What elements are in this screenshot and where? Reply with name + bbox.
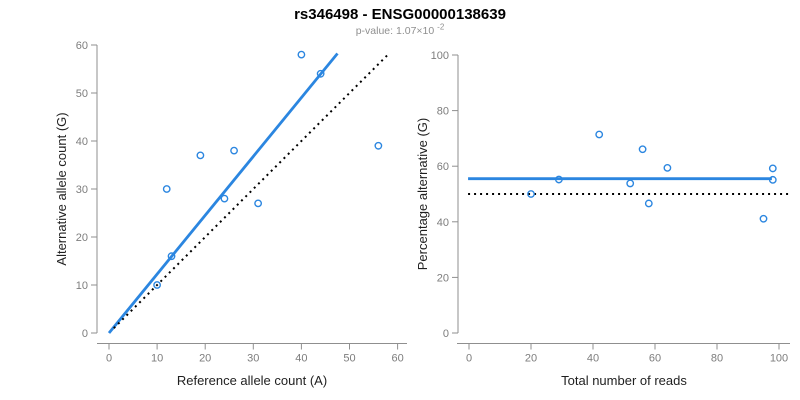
- p-value-subtitle: p-value: 1.07×10 -2: [356, 23, 445, 38]
- data-point: [297, 50, 306, 59]
- data-point: [220, 194, 229, 203]
- left-x-axis-title: Reference allele count (A): [177, 373, 327, 388]
- data-point: [644, 199, 653, 208]
- y-tick-label: 80: [437, 106, 449, 118]
- data-point: [162, 185, 171, 193]
- left-y-axis-title: Alternative allele count (G): [54, 112, 69, 265]
- y-tick-label: 100: [431, 50, 449, 62]
- data-point: [555, 175, 563, 184]
- data-point: [196, 151, 205, 160]
- p-value-text: p-value: 1.07×10: [356, 25, 435, 37]
- data-point: [153, 281, 162, 289]
- data-point: [316, 69, 325, 78]
- x-tick-label: 20: [525, 353, 537, 365]
- x-tick-label: 10: [151, 353, 163, 365]
- y-tick-label: 30: [76, 184, 88, 196]
- right-x-axis-title: Total number of reads: [561, 373, 687, 388]
- x-tick-label: 0: [106, 353, 112, 365]
- x-tick-label: 80: [711, 353, 723, 365]
- data-point: [595, 130, 604, 139]
- x-tick-label: 100: [770, 353, 788, 365]
- data-point: [527, 190, 535, 198]
- x-tick-label: 60: [391, 353, 403, 365]
- page-title: rs346498 - ENSG00000138639: [294, 6, 506, 23]
- data-point: [254, 199, 263, 208]
- data-point: [167, 252, 176, 261]
- fitted-allelic-ratio-line: [107, 52, 339, 334]
- y-tick-label: 40: [437, 217, 449, 229]
- y-tick-label: 40: [76, 136, 88, 148]
- p-value-exponent: -2: [437, 23, 445, 32]
- x-tick-label: 60: [649, 353, 661, 365]
- x-tick-label: 0: [466, 353, 472, 365]
- y-tick-label: 60: [437, 161, 449, 173]
- x-tick-label: 40: [587, 353, 599, 365]
- x-tick-label: 50: [343, 353, 355, 365]
- data-point: [230, 146, 238, 155]
- left-plot: 0 10 20 30 40 50 60 0 10 20 30 40 50 60: [76, 40, 407, 365]
- identity-line: [113, 52, 391, 329]
- data-point: [768, 175, 777, 184]
- x-tick-label: 30: [247, 353, 259, 365]
- y-tick-label: 50: [76, 88, 88, 100]
- data-point: [374, 141, 383, 150]
- right-y-axis-title: Percentage alternative (G): [415, 118, 430, 270]
- y-tick-label: 10: [76, 280, 88, 292]
- y-tick-label: 0: [443, 328, 449, 340]
- y-tick-label: 20: [437, 272, 449, 284]
- data-point: [768, 164, 777, 173]
- data-point: [626, 179, 635, 188]
- data-point: [759, 214, 768, 223]
- x-tick-label: 20: [199, 353, 211, 365]
- data-point: [638, 145, 647, 154]
- y-tick-label: 60: [76, 40, 88, 52]
- x-tick-label: 40: [295, 353, 307, 365]
- data-point: [663, 163, 672, 172]
- y-tick-label: 20: [76, 232, 88, 244]
- right-plot: 0 20 40 60 80 100 0 20 40 60 80 100: [431, 50, 790, 365]
- y-tick-label: 0: [82, 328, 88, 340]
